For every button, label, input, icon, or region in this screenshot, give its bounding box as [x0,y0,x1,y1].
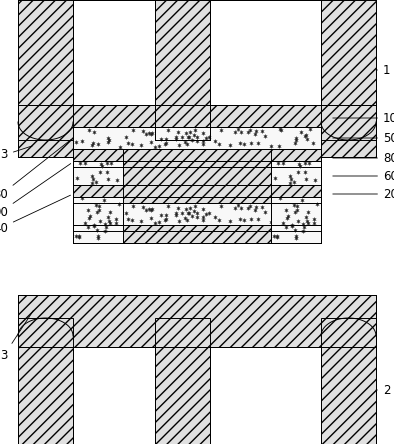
Bar [321,0,376,140]
Bar [210,0,321,140]
Bar [73,127,321,149]
Text: 40: 40 [0,195,71,234]
Bar [155,0,210,140]
Bar [18,105,376,157]
Bar [73,105,321,127]
Text: 10: 10 [333,111,394,124]
Bar [210,318,321,444]
Bar [321,0,376,140]
Text: 50: 50 [333,131,394,144]
Bar [73,225,321,243]
Text: 2: 2 [376,384,390,396]
Bar [321,318,376,444]
Text: 80: 80 [333,151,394,164]
Bar [155,105,210,140]
Bar [73,185,321,197]
Bar [73,203,321,225]
Text: 90: 90 [0,163,71,218]
Bar [18,0,73,140]
Bar [271,149,321,243]
Text: 3: 3 [1,146,32,162]
Bar [73,231,321,243]
Bar [73,0,155,140]
Bar [18,318,73,444]
Bar [321,318,376,444]
Bar [73,149,123,243]
Bar [155,318,210,444]
Bar [73,105,321,127]
Bar [73,225,321,243]
Bar [18,295,376,347]
Bar [73,185,321,203]
Bar [271,149,321,243]
Bar [73,149,321,167]
Bar [73,231,321,243]
Bar [155,105,210,140]
Bar [73,167,321,185]
Text: 30: 30 [0,140,71,202]
Bar [73,149,321,243]
Bar [18,318,73,444]
Bar [155,0,210,140]
Bar [73,318,155,444]
Bar [73,149,321,161]
Bar [73,149,321,167]
Bar [73,185,321,197]
Bar [18,0,73,140]
Text: 1: 1 [376,63,390,76]
Text: 60: 60 [333,170,394,182]
Bar [18,105,376,157]
Bar [155,318,210,444]
Bar [73,149,123,243]
Text: 20: 20 [333,187,394,201]
Bar [73,203,321,225]
Text: 3: 3 [1,310,33,361]
Bar [73,127,321,149]
Bar [73,185,321,203]
Bar [73,167,321,185]
Bar [18,295,376,347]
Bar [73,149,321,161]
